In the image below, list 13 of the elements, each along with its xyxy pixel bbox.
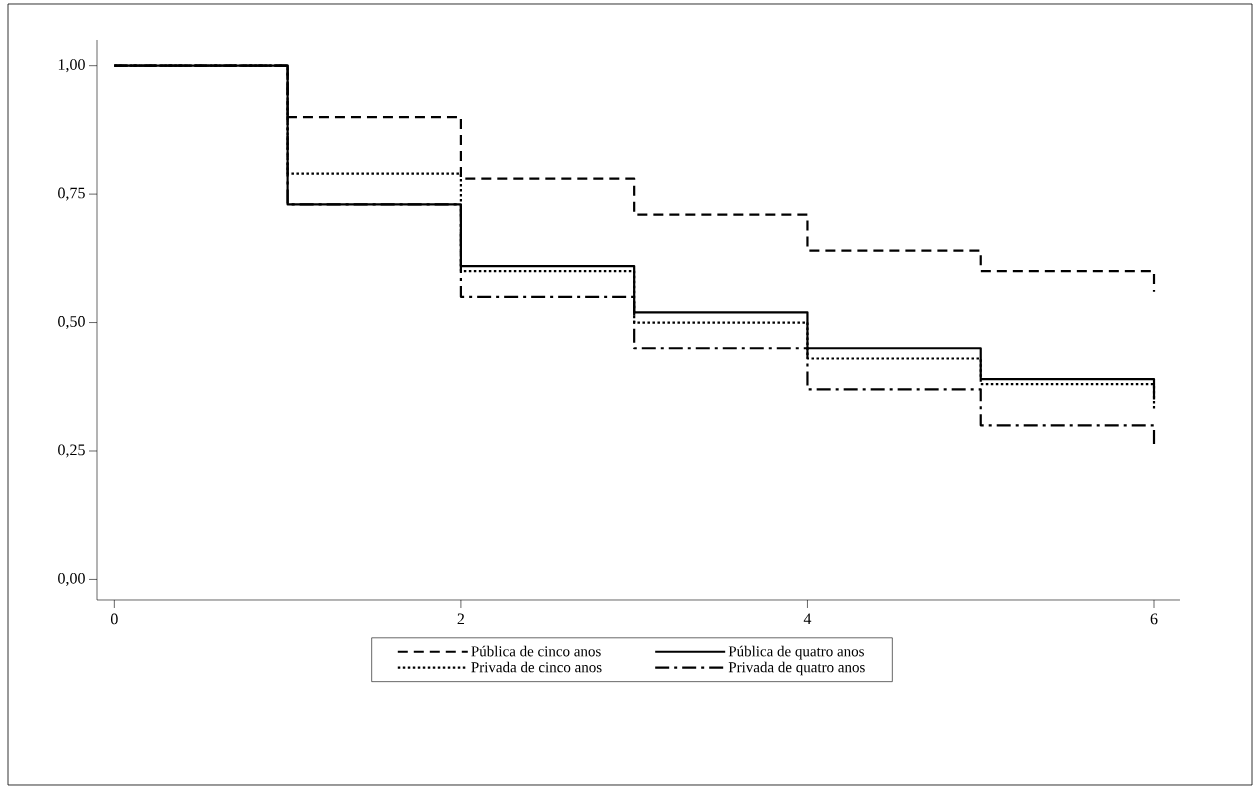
legend-label: Pública de cinco anos	[471, 645, 601, 657]
y-tick-label: 0,75	[58, 187, 85, 201]
y-tick-label: 0,25	[58, 444, 85, 458]
legend-label: Pública de quatro anos	[728, 645, 864, 660]
legend-label: Privada de quatro anos	[728, 661, 865, 676]
legend-label: Privada de cinco anos	[471, 661, 602, 673]
x-tick-label: 4	[803, 613, 812, 625]
y-tick-label: 0,00	[58, 572, 85, 586]
x-tick-label: 0	[110, 613, 118, 625]
y-tick-label: 1,00	[58, 59, 85, 73]
x-tick-label: 6	[1150, 613, 1158, 625]
x-tick-label: 2	[457, 613, 465, 625]
y-tick-label: 0,50	[58, 316, 85, 330]
